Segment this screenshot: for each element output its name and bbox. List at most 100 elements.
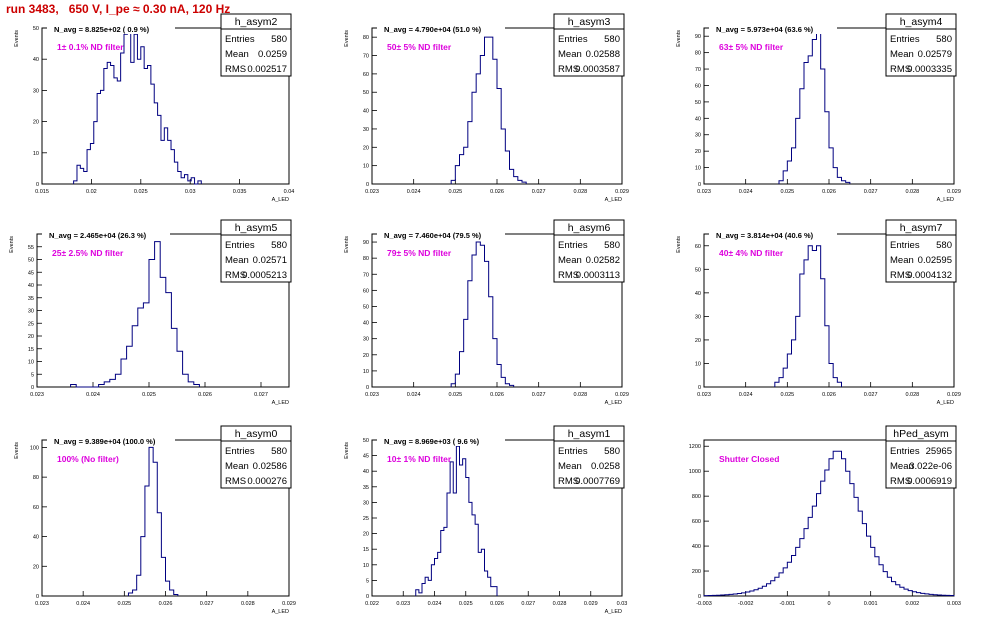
x-axis-title: A_LED bbox=[937, 197, 954, 203]
x-tick-label: 0.035 bbox=[233, 189, 247, 195]
histogram-bin bbox=[817, 494, 821, 596]
histogram-bin bbox=[900, 587, 904, 596]
histogram-bin bbox=[837, 177, 841, 184]
histogram-bin bbox=[812, 39, 816, 184]
histogram-bin bbox=[132, 326, 138, 387]
y-tick-label: 10 bbox=[695, 166, 701, 172]
histogram-bin bbox=[472, 515, 475, 596]
x-tick-label: 0.015 bbox=[35, 189, 49, 195]
histogram-bin bbox=[141, 47, 144, 184]
y-tick-label: 35 bbox=[363, 485, 369, 491]
x-tick-label: 0.025 bbox=[780, 189, 794, 195]
y-tick-label: 30 bbox=[363, 500, 369, 506]
y-tick-label: 50 bbox=[363, 90, 369, 96]
stats-label-rms: RMS bbox=[890, 270, 911, 281]
plot-title: N_avg = 4.790e+04 (51.0 %) bbox=[384, 25, 482, 34]
x-tick-label: 0.029 bbox=[947, 392, 961, 398]
histogram-bin bbox=[746, 592, 750, 596]
page-title: run 3483, 650 V, I_pe ≈ 0.30 nA, 120 Hz bbox=[6, 2, 231, 16]
stats-label-entries: Entries bbox=[890, 34, 920, 45]
y-tick-label: 40 bbox=[695, 291, 701, 297]
y-axis-title: Events bbox=[14, 442, 20, 459]
histogram-bin bbox=[497, 89, 501, 184]
histogram-panel-h_asym1: 0.022 0.023 0.024 0.025 0.026 0.027 0.028 0.029… bbox=[344, 425, 627, 615]
y-tick-label: 10 bbox=[28, 360, 34, 366]
histogram-bin bbox=[153, 462, 157, 596]
histogram-name: h_asym4 bbox=[900, 16, 943, 28]
stats-value-rms: 0.0004132 bbox=[907, 270, 952, 281]
y-tick-label: 0 bbox=[31, 385, 34, 391]
histogram-bin bbox=[181, 178, 184, 184]
y-tick-label: 0 bbox=[366, 594, 369, 600]
x-tick-label: 0.026 bbox=[490, 189, 504, 195]
y-tick-label: 45 bbox=[363, 454, 369, 460]
x-tick-label: 0.028 bbox=[553, 601, 567, 607]
stats-value-mean: 3.022e-06 bbox=[909, 461, 952, 472]
histogram-bin bbox=[846, 471, 850, 596]
histogram-bin bbox=[168, 140, 171, 184]
histogram-bin bbox=[908, 591, 912, 596]
histogram-line bbox=[774, 245, 842, 387]
histogram-bin bbox=[117, 81, 120, 184]
y-tick-label: 90 bbox=[695, 34, 701, 40]
histogram-bin bbox=[476, 242, 480, 387]
histogram-bin bbox=[858, 511, 862, 596]
histogram-bin bbox=[191, 178, 194, 184]
histogram-bin bbox=[460, 352, 464, 387]
stats-value-entries: 580 bbox=[604, 240, 620, 251]
histogram-bin bbox=[862, 524, 866, 596]
stats-label-rms: RMS bbox=[225, 476, 246, 487]
histogram-bin bbox=[497, 364, 501, 387]
histogram-bin bbox=[128, 593, 132, 596]
histogram-bin bbox=[833, 168, 837, 184]
histogram-bin bbox=[505, 384, 509, 387]
histogram-bin bbox=[771, 581, 775, 596]
x-tick-label: 0.025 bbox=[780, 392, 794, 398]
filter-annotation: 79± 5% ND filter bbox=[387, 248, 452, 258]
histogram-bin bbox=[183, 374, 189, 387]
x-tick-label: 0.027 bbox=[532, 189, 546, 195]
stats-box bbox=[885, 13, 957, 77]
x-tick-label: 0.028 bbox=[573, 189, 587, 195]
y-tick-label: 80 bbox=[695, 51, 701, 57]
stats-value-mean: 0.02571 bbox=[253, 255, 287, 266]
x-tick-label: 0.029 bbox=[947, 189, 961, 195]
histogram-line bbox=[127, 446, 179, 596]
histogram-bin bbox=[494, 587, 497, 596]
x-tick-label: 0.026 bbox=[822, 189, 836, 195]
histogram-bin bbox=[94, 122, 97, 184]
x-tick-label: 0.025 bbox=[448, 392, 462, 398]
histogram-line bbox=[70, 241, 200, 388]
title-box bbox=[709, 229, 837, 240]
x-tick-label: 0.025 bbox=[134, 189, 148, 195]
histogram-panel-h_asym3: 0.023 0.024 0.025 0.026 0.027 0.028 0.029 0 10 20… bbox=[344, 13, 629, 203]
histogram-bin bbox=[787, 562, 791, 596]
histogram-bin bbox=[99, 384, 105, 387]
histogram-bin bbox=[896, 585, 900, 596]
stats-value-mean: 0.02582 bbox=[586, 255, 620, 266]
histogram-bin bbox=[161, 557, 165, 596]
stats-value-rms: 0.0006919 bbox=[907, 476, 952, 487]
x-tick-label: 0.025 bbox=[459, 601, 473, 607]
histogram-bin bbox=[842, 459, 846, 596]
histogram-bin bbox=[787, 354, 791, 387]
y-tick-label: 20 bbox=[363, 532, 369, 538]
histogram-bin bbox=[127, 28, 130, 184]
stats-box bbox=[220, 425, 292, 489]
y-tick-label: 10 bbox=[363, 164, 369, 170]
stats-value-mean: 0.02579 bbox=[918, 49, 952, 60]
stats-box bbox=[220, 219, 292, 283]
histogram-line bbox=[703, 450, 955, 597]
histogram-bin bbox=[808, 56, 812, 184]
histogram-bin bbox=[501, 377, 505, 387]
y-tick-label: 80 bbox=[363, 35, 369, 41]
stats-value-entries: 580 bbox=[604, 34, 620, 45]
y-tick-label: 10 bbox=[363, 563, 369, 569]
histogram-panel-h_asym2: 0.015 0.02 0.025 0.03 0.035 0.04 0 10 20 30 40 50 Ev… bbox=[14, 13, 294, 203]
histogram-bin bbox=[750, 591, 754, 596]
stats-value-entries: 580 bbox=[936, 240, 952, 251]
stats-value-rms: 0.0003113 bbox=[576, 270, 620, 281]
histogram-bin bbox=[812, 506, 816, 596]
y-tick-label: 60 bbox=[363, 72, 369, 78]
histogram-panel-h_asym7: 0.023 0.024 0.025 0.026 0.027 0.028 0.029 0 10 20… bbox=[676, 219, 961, 406]
